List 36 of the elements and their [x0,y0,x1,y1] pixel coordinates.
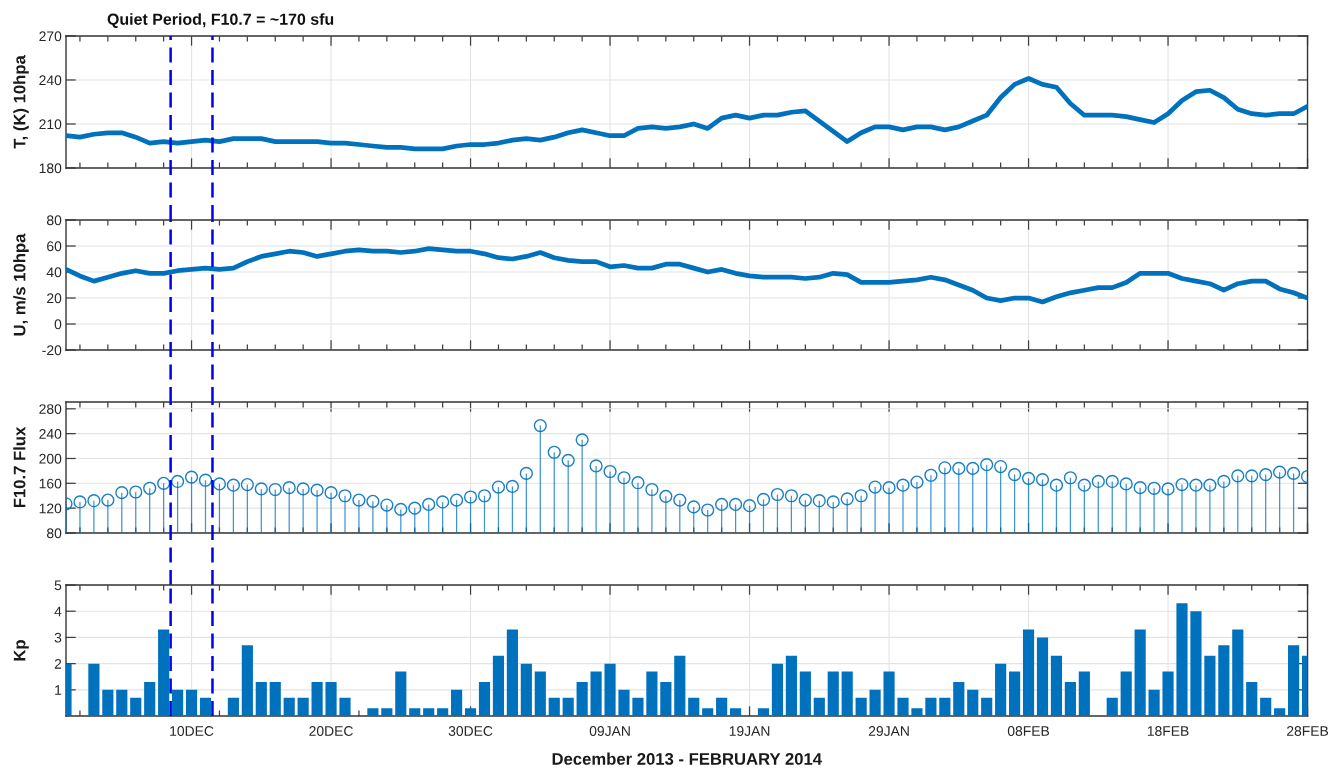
y-tick-label: -20 [42,345,62,356]
y-tick-label: 40 [46,267,62,278]
x-tick-label: 18FEB [1147,726,1189,736]
x-tick-label: 19JAN [729,726,770,736]
x-tick-label: 28FEB [1287,726,1329,736]
y-tick-label: 5 [54,580,62,591]
y-tick-label: 80 [46,528,62,539]
y-tick-label: 1 [55,685,62,695]
y-tick-label: 160 [39,478,62,489]
text: Quiet Period, F10.7 = ~170 sfu [107,13,334,28]
y-axis-title: Kp [13,640,29,661]
x-tick-label: 20DEC [309,726,353,736]
x-tick-label: 08FEB [1007,726,1050,736]
x-tick-label: 29JAN [868,726,909,736]
y-tick-label: 180 [39,163,62,174]
y-tick-label: 2 [54,658,62,669]
x-axis-title: December 2013 - FEBRUARY 2014 [552,752,822,765]
x-tick-label: 09JAN [589,726,630,736]
y-tick-label: 210 [39,119,62,130]
y-tick-label: 270 [39,31,62,42]
y-tick-label: 200 [39,453,62,464]
x-tick-label: 10DEC [170,726,214,736]
y-tick-label: 240 [39,75,62,86]
y-tick-label: 0 [54,319,62,330]
y-tick-label: 280 [39,404,62,414]
y-tick-label: 120 [39,503,62,514]
y-tick-label: 240 [39,428,62,439]
x-tick-label: 30DEC [448,726,493,736]
y-tick-label: 3 [54,632,62,643]
y-tick-label: 60 [47,241,62,252]
y-axis-title: F10.7 Flux [13,426,26,508]
y-tick-label: 4 [54,606,62,617]
y-tick-label: 20 [47,293,62,304]
y-axis-title: T, (K) 10hpa [13,55,29,149]
y-tick-label: 80 [46,215,62,226]
y-axis-title: U, m/s 10hpa [13,233,29,336]
